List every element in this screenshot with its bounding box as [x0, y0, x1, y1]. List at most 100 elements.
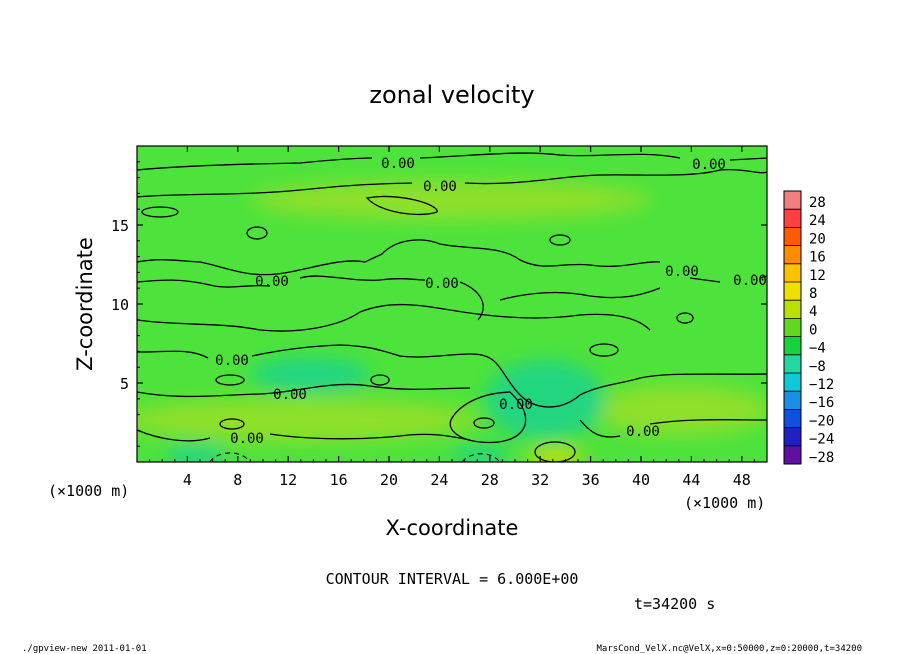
contour-bottom — [137, 419, 767, 442]
y-tick-label: 10 — [111, 296, 129, 314]
shade-light-top — [250, 180, 650, 220]
x-tick-label: 24 — [430, 471, 448, 489]
x-tick-label: 8 — [233, 471, 242, 489]
contour-cell-3 — [534, 441, 576, 462]
x-ticks: 4 8 12 16 20 24 28 32 36 40 44 48 — [149, 146, 755, 489]
colorbar-tick-label: −4 — [809, 341, 826, 357]
contour-lower — [137, 344, 767, 408]
colorbar-swatch — [784, 391, 801, 410]
colorbar-tick-label: −12 — [809, 377, 834, 393]
contour-label: 0.00 — [215, 353, 249, 369]
y-tick-label: 15 — [111, 217, 129, 235]
colorbar-swatch — [784, 227, 801, 247]
x-tick-label: 4 — [183, 471, 192, 489]
contour-label: 0.00 — [665, 264, 699, 280]
contour-label: 0.00 — [499, 397, 533, 413]
colorbar-swatch — [784, 373, 801, 392]
x-unit-right: (×1000 m) — [684, 494, 765, 512]
shade-cool-left — [165, 443, 225, 462]
x-axis-label: X-coordinate — [386, 516, 519, 540]
contour-label: 0.00 — [255, 274, 289, 290]
x-tick-label: 36 — [582, 471, 600, 489]
footer-right: MarsCond_VelX.nc@VelX,x=0:50000,z=0:2000… — [596, 644, 862, 654]
contour-label: 0.00 — [626, 424, 660, 440]
field-shading — [137, 180, 767, 462]
x-tick-label: 40 — [632, 471, 650, 489]
colorbar-tick-label: 0 — [809, 322, 817, 338]
time-text: t=34200 s — [634, 595, 715, 613]
shade-cool-low — [450, 446, 510, 462]
colorbar-swatch — [784, 445, 801, 465]
contour-upper-2 — [365, 195, 438, 216]
contour-cell-4 — [246, 226, 268, 240]
y-tick-label: 5 — [120, 375, 129, 393]
zero-contours — [137, 152, 767, 462]
contour-upper — [137, 168, 767, 198]
contour-low — [137, 383, 527, 444]
colorbar-tick-label: −28 — [809, 450, 834, 466]
chart-title: zonal velocity — [369, 81, 534, 109]
x-unit-left: (×1000 m) — [48, 482, 129, 500]
contour-cell-8 — [676, 312, 694, 324]
colorbar-swatch — [784, 300, 801, 319]
contour-cell-10 — [215, 374, 245, 386]
contour-interval-text: CONTOUR INTERVAL = 6.000E+00 — [326, 570, 579, 588]
colorbar: 28 24 20 16 12 8 4 0 −4 −8 −12 −16 −20 −24 −28 — [783, 190, 834, 466]
shade-lowlevel-band — [137, 398, 480, 442]
colorbar-tick-label: 12 — [809, 268, 826, 284]
contour-mid-low — [137, 303, 651, 332]
contour-label: 0.00 — [381, 156, 415, 172]
x-tick-label: 12 — [279, 471, 297, 489]
colorbar-tick-label: 24 — [809, 213, 826, 229]
contour-label: 0.00 — [692, 157, 726, 173]
x-tick-label: 16 — [330, 471, 348, 489]
contour-label-layer: 0.00 0.00 0.00 0.00 0.00 0.00 0.00 0.00 0.00 0.00… — [215, 156, 767, 447]
contour-label: 0.00 — [273, 387, 307, 403]
shade-cool-center — [485, 360, 605, 440]
colorbar-swatch — [784, 427, 801, 447]
footer-left: ./gpview-new 2011-01-01 — [22, 644, 147, 654]
contour-label: 0.00 — [425, 276, 459, 292]
colorbar-tick-label: −8 — [809, 359, 826, 375]
contour-cell-5 — [549, 234, 571, 246]
shade-warm-bottom — [527, 446, 583, 462]
colorbar-swatch — [784, 336, 801, 356]
contour-cell-6 — [589, 343, 619, 357]
colorbar-tick-label: 28 — [809, 195, 826, 211]
y-ticks: 5 10 15 — [111, 161, 767, 447]
colorbar-tick-label: 20 — [809, 231, 826, 247]
colorbar-swatch — [784, 245, 801, 265]
plot-area: 0.00 0.00 0.00 0.00 0.00 0.00 0.00 0.00 0.00 0.00… — [111, 145, 768, 489]
contour-label: 0.00 — [230, 431, 264, 447]
x-tick-label: 20 — [380, 471, 398, 489]
contour-mid-high — [137, 239, 661, 276]
contour-top — [137, 152, 767, 171]
colorbar-swatch — [784, 354, 801, 374]
contour-cell-2 — [473, 417, 495, 429]
colorbar-tick-label: −24 — [809, 432, 834, 448]
contour-mid — [137, 275, 767, 321]
x-tick-label: 44 — [682, 471, 700, 489]
contour-neg-1 — [209, 452, 251, 462]
colorbar-tick-label: −20 — [809, 413, 834, 429]
colorbar-swatch — [784, 282, 801, 301]
contour-cell-1 — [219, 418, 245, 430]
x-tick-label: 48 — [733, 471, 751, 489]
x-tick-label: 28 — [481, 471, 499, 489]
colorbar-swatch — [784, 263, 801, 283]
contour-cell-7 — [141, 206, 179, 218]
contour-cell-9 — [370, 374, 390, 386]
contour-label: 0.00 — [423, 179, 457, 195]
colorbar-swatch — [784, 318, 801, 338]
colorbar-swatch — [784, 209, 801, 228]
y-axis-label: Z-coordinate — [73, 237, 97, 371]
colorbar-tick-label: 16 — [809, 250, 826, 266]
contour-label: 0.00 — [733, 273, 767, 289]
x-tick-label: 32 — [531, 471, 549, 489]
shade-lowlevel-band-right — [590, 385, 767, 435]
colorbar-tick-label: 4 — [809, 304, 817, 320]
colorbar-swatch — [784, 191, 801, 210]
colorbar-tick-label: 8 — [809, 286, 817, 302]
colorbar-swatch — [784, 409, 801, 429]
